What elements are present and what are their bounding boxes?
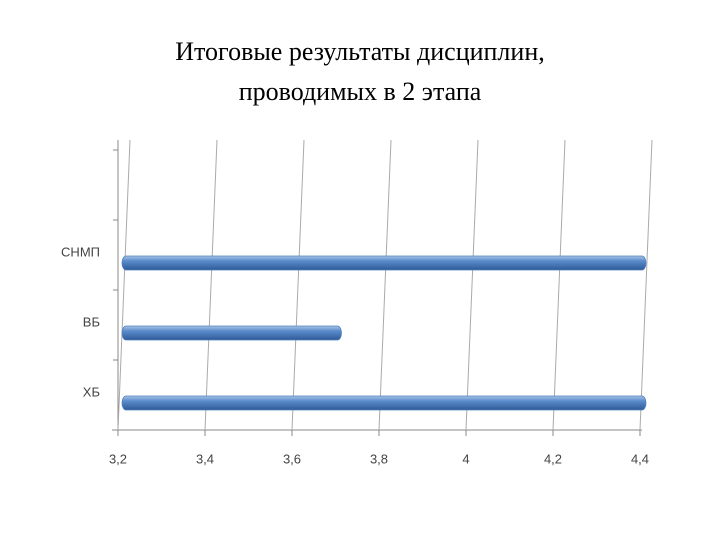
bar [121,325,342,341]
x-tick-label: 3,2 [109,451,127,466]
grid-line [204,139,218,431]
y-tick-label: ХБ [83,384,100,399]
grid-line [639,139,653,431]
bar [121,395,647,411]
x-tick-label: 3,6 [283,451,301,466]
x-tick-label: 3,8 [370,451,388,466]
bar [121,255,647,271]
x-tick-label: 4 [462,451,469,466]
x-tick-label: 3,4 [196,451,214,466]
x-tick-label: 4,4 [631,451,649,466]
x-tick-label: 4,2 [544,451,562,466]
y-tick-label: СНМП [61,244,100,259]
grid-line [291,139,305,431]
grid-line [552,139,566,431]
grid-line [378,139,392,431]
grid-line [117,139,131,431]
y-tick-label: ВБ [83,314,100,329]
chart-title: Итоговые результаты дисциплин, проводимы… [175,37,545,106]
grid-line [465,139,479,431]
